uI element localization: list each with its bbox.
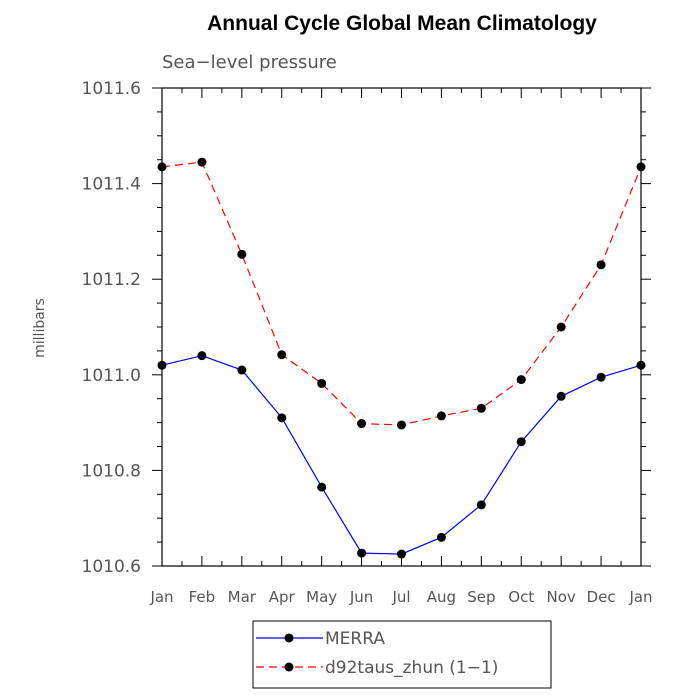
data-point-0: [197, 351, 207, 361]
data-point-1: [636, 162, 646, 172]
x-tick-label: Oct: [508, 588, 534, 606]
x-tick-label: Feb: [189, 588, 216, 606]
data-point-1: [397, 420, 406, 430]
y-tick-labels: 1010.6 1010.8 1011.0 1011.2 1011.4 1011.6: [82, 79, 141, 577]
x-tick-label: Nov: [547, 588, 576, 606]
data-point-0: [317, 482, 327, 492]
data-point-0: [476, 500, 486, 510]
legend-marker-d92taus: [284, 662, 294, 672]
data-point-1: [436, 411, 446, 421]
chart-title: Annual Cycle Global Mean Climatology: [207, 12, 597, 35]
plot-area-frame: [161, 87, 642, 567]
x-tick-label: Aug: [427, 588, 456, 606]
data-point-0: [436, 532, 446, 542]
series-line-1: [161, 161, 642, 426]
data-point-1: [357, 419, 367, 429]
legend-label-merra: MERRA: [325, 629, 385, 649]
x-tick-label: Apr: [269, 588, 296, 606]
legend-box: [252, 620, 552, 689]
data-point-0: [157, 360, 167, 370]
data-point-0: [596, 372, 606, 382]
data-point-0: [556, 391, 566, 401]
chart-subtitle: Sea−level pressure: [162, 52, 337, 73]
legend-label-d92taus: d92taus_zhun (1−1): [325, 658, 498, 678]
series-group: [157, 157, 646, 559]
series-line-0: [161, 355, 642, 555]
data-point-1: [157, 162, 167, 172]
data-point-0: [397, 549, 406, 559]
data-point-1: [197, 157, 207, 167]
x-tick-label: Jun: [349, 588, 373, 606]
axis-ticks: [152, 87, 651, 567]
x-tick-label: Sep: [467, 588, 495, 606]
legend-marker-merra: [284, 633, 294, 643]
x-tick-label: Jul: [391, 588, 410, 606]
y-tick-label: 1011.4: [82, 175, 141, 195]
data-point-1: [277, 350, 287, 360]
y-tick-label: 1010.6: [82, 557, 141, 577]
y-tick-label: 1010.8: [82, 461, 141, 481]
data-point-0: [277, 413, 287, 423]
data-point-1: [516, 375, 526, 385]
x-tick-label: Jan: [149, 588, 173, 606]
data-point-0: [636, 360, 646, 370]
data-point-1: [596, 260, 606, 270]
data-point-0: [237, 365, 247, 375]
x-tick-label: Jan: [628, 588, 652, 606]
y-axis-label: millibars: [32, 298, 48, 358]
data-point-1: [556, 322, 566, 332]
x-tick-labels: Jan Feb Mar Apr May Jun Jul Aug Sep Oct Nov Dec Jan: [149, 588, 652, 606]
data-point-1: [317, 378, 327, 388]
x-tick-label: May: [306, 588, 337, 606]
data-point-0: [516, 437, 526, 447]
y-tick-label: 1011.0: [82, 366, 141, 386]
y-tick-label: 1011.6: [82, 79, 141, 99]
x-tick-label: Dec: [587, 588, 616, 606]
legend: MERRA d92taus_zhun (1−1): [252, 620, 552, 689]
data-point-1: [476, 403, 486, 413]
y-tick-label: 1011.2: [82, 270, 141, 290]
data-point-1: [237, 249, 247, 259]
data-point-0: [357, 548, 367, 558]
x-tick-label: Mar: [228, 588, 257, 606]
